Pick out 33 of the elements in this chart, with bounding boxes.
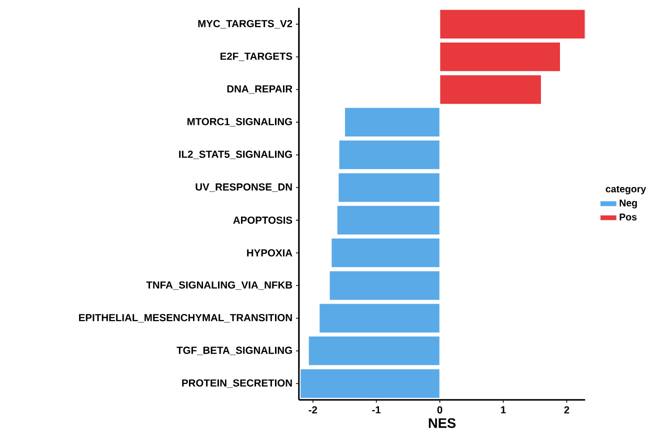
legend-label: Pos [620,214,637,220]
y-tick-label: APOPTOSIS [233,216,292,224]
bar [308,336,440,366]
y-tick-label: UV_RESPONSE_DN [196,183,292,192]
y-tick-label: MTORC1_SIGNALING [187,118,292,126]
x-tick-label: -2 [308,406,318,414]
bar [336,205,440,236]
x-tick-label: 0 [437,406,442,414]
bar [439,42,561,72]
y-tick-label: E2F_TARGETS [220,52,292,61]
y-tick-label: TGF_BETA_SIGNALING [176,346,292,356]
bar [439,74,542,105]
y-tick-label: TNFA_SIGNALING_VIA_NFKB [146,281,292,290]
y-tick-label: PROTEIN_SECRETION [182,379,292,388]
x-tick-label: 1 [501,406,506,414]
legend-title: category [606,186,646,194]
y-tick-label: HYPOXIA [247,249,292,256]
bar [329,270,440,301]
y-tick-label: IL2_STAT5_SIGNALING [179,150,292,159]
bar [330,238,440,268]
bar [338,172,440,203]
legend-label: Neg [620,200,637,208]
y-tick-label: EPITHELIAL_MESENCHYMAL_TRANSITION [79,314,292,322]
bar [318,303,440,334]
x-tick-label: -1 [372,406,381,414]
x-tick-label: 2 [564,406,570,414]
bar [338,140,440,170]
bar [300,368,440,399]
y-tick-label: DNA_REPAIR [227,85,292,94]
bar [439,9,586,40]
bar [344,107,440,138]
y-tick-label: MYC_TARGETS_V2 [198,20,292,28]
x-axis-title: NES [428,418,456,428]
